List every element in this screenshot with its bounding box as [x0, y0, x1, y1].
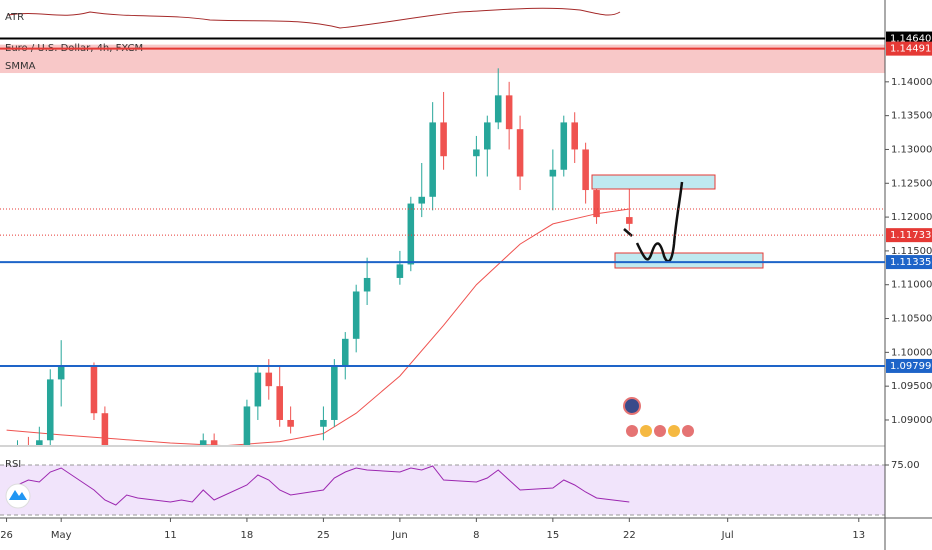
x-tick-label: 22: [623, 530, 636, 541]
event-icon[interactable]: [623, 397, 641, 415]
y-tick-label: 1.12000: [891, 212, 932, 223]
candle-body: [320, 419, 327, 427]
y-tick-label: 1.09500: [891, 381, 932, 392]
price-tag-label: 1.09799: [890, 361, 931, 372]
price-tag: [886, 228, 932, 243]
y-tick-label: 1.11000: [891, 280, 932, 291]
candle-body: [331, 365, 338, 420]
candle-body: [210, 440, 218, 445]
candle-body: [90, 365, 98, 414]
x-tick-label: Jun: [391, 530, 408, 541]
price-pane: [6, 68, 633, 445]
indicator-label: RSI: [5, 459, 21, 470]
rsi-line: [17, 465, 630, 506]
x-tick-label: 13: [852, 530, 865, 541]
candle-body: [363, 277, 371, 292]
rsi-pane: [0, 464, 885, 516]
x-tick-label: 25: [317, 530, 330, 541]
price-tag-label: 1.11733: [890, 230, 931, 241]
smma-line: [6, 208, 630, 445]
atr-line: [7, 7, 621, 29]
candle-body: [549, 169, 557, 177]
y-tick-label: 1.12500: [891, 178, 932, 189]
drawn-zone: [591, 174, 716, 190]
candle-body: [440, 122, 447, 157]
y-tick-label: 1.10500: [891, 314, 932, 325]
candle-body: [36, 440, 43, 445]
candle-body: [560, 122, 568, 170]
y-tick-label: 1.13000: [891, 144, 932, 155]
candle-body: [243, 406, 251, 445]
candle-body: [341, 338, 349, 366]
indicator-label: ATR: [5, 12, 24, 23]
price-tag-label: 1.11335: [890, 257, 931, 268]
candle-body: [396, 264, 404, 278]
candle-body: [582, 149, 589, 191]
x-tick-label: 11: [164, 530, 177, 541]
candle-body: [505, 95, 513, 130]
logo: [5, 483, 31, 509]
x-tick-label: 18: [241, 530, 254, 541]
x-tick-label: 26: [0, 530, 13, 541]
x-tick-label: 8: [473, 530, 479, 541]
y-tick-label: 1.11500: [891, 246, 932, 257]
price-tag-label: 1.14640: [890, 34, 931, 45]
event-icons: [626, 425, 694, 437]
x-tick-label: Jul: [721, 530, 734, 541]
candle-body: [473, 149, 480, 157]
candle-body: [516, 129, 524, 177]
candle-body: [352, 291, 360, 339]
candle-body: [407, 203, 415, 265]
price-tag: [886, 41, 932, 56]
x-tick-label: May: [51, 530, 72, 541]
candle-body: [276, 386, 283, 420]
candle-body: [287, 419, 294, 427]
candle-body: [265, 372, 273, 387]
candle-body: [254, 372, 262, 407]
candle-body: [46, 379, 54, 441]
candle-body: [199, 440, 207, 445]
price-tag: [886, 358, 932, 373]
price-tag: [886, 255, 932, 270]
candle-body: [571, 122, 578, 150]
candle-body: [418, 196, 426, 204]
candle-body: [484, 122, 491, 150]
price-tag-label: 1.14491: [890, 44, 931, 55]
candle-body: [429, 122, 436, 197]
indicator-label: SMMA: [5, 61, 36, 72]
candle-body: [101, 413, 109, 445]
y-tick-label: 1.09000: [891, 415, 932, 426]
drawn-zone: [614, 252, 764, 269]
rsi-tick-label: 75.00: [891, 460, 920, 471]
y-tick-label: 1.14000: [891, 77, 932, 88]
rsi-band: [0, 465, 885, 515]
y-tick-label: 1.10000: [891, 347, 932, 358]
candle-body: [626, 217, 633, 224]
x-tick-label: 15: [546, 530, 559, 541]
candle-body: [57, 365, 65, 380]
candle-body: [494, 95, 502, 123]
candle-body: [593, 190, 600, 218]
y-tick-label: 1.13500: [891, 111, 932, 122]
